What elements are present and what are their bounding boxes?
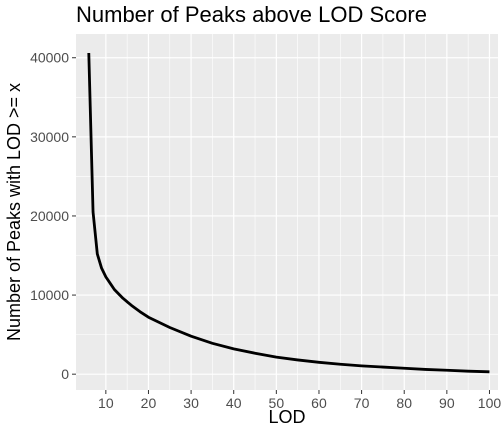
- x-tick-label: 20: [141, 395, 157, 411]
- x-tick-label: 30: [183, 395, 199, 411]
- y-axis-title: Number of Peaks with LOD >= x: [4, 83, 24, 341]
- y-tick-label: 40000: [30, 50, 69, 66]
- x-tick-label: 80: [396, 395, 412, 411]
- x-tick-label: 40: [226, 395, 242, 411]
- major-gridlines: [76, 34, 498, 390]
- minor-gridlines: [76, 34, 498, 390]
- y-axis: 0 10000 20000 30000 40000: [30, 50, 76, 382]
- y-tick-label: 20000: [30, 208, 69, 224]
- x-tick-label: 10: [98, 395, 114, 411]
- y-tick-label: 10000: [30, 287, 69, 303]
- x-tick-label: 70: [354, 395, 370, 411]
- x-tick-label: 90: [439, 395, 455, 411]
- chart-title: Number of Peaks above LOD Score: [76, 2, 427, 27]
- x-tick-label: 100: [478, 395, 502, 411]
- series-line: [87, 52, 490, 374]
- x-tick-label: 60: [311, 395, 327, 411]
- y-tick-label: 30000: [30, 129, 69, 145]
- y-tick-label: 0: [61, 366, 69, 382]
- x-tick-label: 50: [269, 395, 285, 411]
- plot-panel: [76, 34, 498, 390]
- x-axis: 10 20 30 40 50 60 70 80 90 100: [98, 390, 501, 411]
- x-axis-title: LOD: [268, 407, 305, 427]
